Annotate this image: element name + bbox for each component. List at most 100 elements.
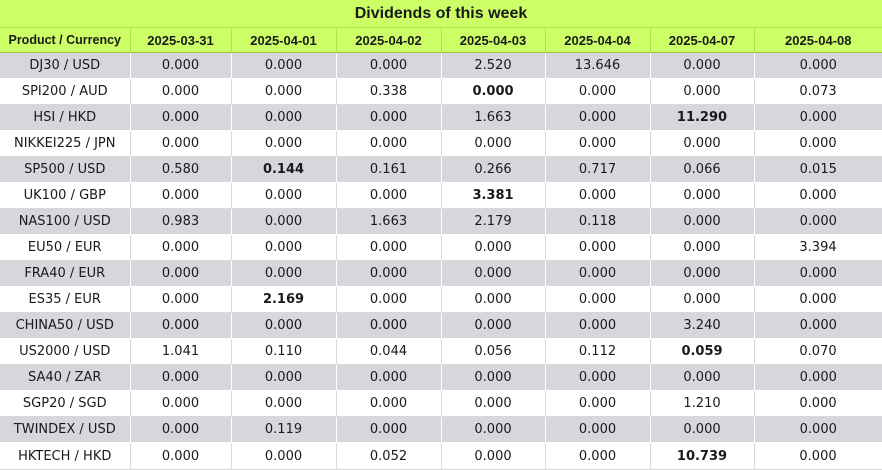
dividend-value-cell: 0.000: [754, 416, 882, 443]
dividend-value-cell: 0.000: [336, 390, 442, 417]
product-cell: NIKKEI225 / JPN: [0, 130, 131, 157]
dividend-value-cell: 2.179: [441, 208, 546, 235]
dividend-value-cell: 0.000: [545, 442, 651, 470]
product-cell: EU50 / EUR: [0, 234, 131, 261]
dividend-value-cell: 0.000: [441, 260, 546, 287]
dividend-value-cell: 0.000: [231, 104, 337, 131]
dividend-value-cell: 0.000: [336, 416, 442, 443]
column-header-date: 2025-04-03: [441, 28, 546, 53]
dividend-value-cell: 0.070: [754, 338, 882, 365]
table-row: CHINA50 / USD 0.000 0.000 0.000 0.000 0.000 3.…: [0, 312, 882, 339]
dividend-value-cell: 0.000: [650, 286, 755, 313]
dividend-value-cell: 0.000: [441, 364, 546, 391]
product-cell: TWINDEX / USD: [0, 416, 131, 443]
product-cell: CHINA50 / USD: [0, 312, 131, 339]
dividend-value-cell: 3.381: [441, 182, 546, 209]
dividend-value-cell: 0.000: [441, 234, 546, 261]
product-cell: NAS100 / USD: [0, 208, 131, 235]
dividend-value-cell: 3.394: [754, 234, 882, 261]
dividend-value-cell: 0.580: [130, 156, 232, 183]
product-cell: DJ30 / USD: [0, 52, 131, 79]
table-row: NIKKEI225 / JPN 0.000 0.000 0.000 0.000 0.000…: [0, 130, 882, 157]
dividend-value-cell: 0.000: [130, 286, 232, 313]
dividend-value-cell: 0.000: [336, 286, 442, 313]
dividend-value-cell: 0.000: [650, 52, 755, 79]
dividend-value-cell: 0.000: [130, 416, 232, 443]
dividend-value-cell: 0.000: [130, 364, 232, 391]
dividend-value-cell: 0.000: [130, 182, 232, 209]
column-header-date: 2025-04-08: [754, 28, 882, 53]
dividend-value-cell: 0.000: [231, 78, 337, 105]
dividend-value-cell: 0.000: [130, 78, 232, 105]
dividend-value-cell: 0.000: [130, 390, 232, 417]
product-cell: ES35 / EUR: [0, 286, 131, 313]
dividend-value-cell: 0.110: [231, 338, 337, 365]
dividend-value-cell: 0.000: [231, 442, 337, 470]
column-header-date: 2025-04-02: [336, 28, 442, 53]
product-cell: SPI200 / AUD: [0, 78, 131, 105]
dividend-value-cell: 0.112: [545, 338, 651, 365]
product-cell: FRA40 / EUR: [0, 260, 131, 287]
dividend-value-cell: 0.000: [231, 390, 337, 417]
column-header-date: 2025-04-01: [231, 28, 337, 53]
dividend-value-cell: 0.000: [545, 78, 651, 105]
dividend-value-cell: 0.056: [441, 338, 546, 365]
dividend-value-cell: 0.000: [754, 260, 882, 287]
column-header-date: 2025-03-31: [130, 28, 232, 53]
table-row: UK100 / GBP 0.000 0.000 0.000 3.381 0.000 0.00…: [0, 182, 882, 209]
dividend-value-cell: 0.000: [130, 312, 232, 339]
table-row: SA40 / ZAR 0.000 0.000 0.000 0.000 0.000 0.000…: [0, 364, 882, 391]
dividend-value-cell: 0.000: [650, 78, 755, 105]
dividend-value-cell: 13.646: [545, 52, 651, 79]
dividend-value-cell: 0.000: [231, 234, 337, 261]
dividend-value-cell: 0.000: [231, 182, 337, 209]
dividend-value-cell: 0.717: [545, 156, 651, 183]
dividend-value-cell: 0.000: [336, 364, 442, 391]
dividend-value-cell: 11.290: [650, 104, 755, 131]
dividend-value-cell: 0.000: [441, 78, 546, 105]
dividend-value-cell: 0.000: [754, 312, 882, 339]
table-row: NAS100 / USD 0.983 0.000 1.663 2.179 0.118 0.0…: [0, 208, 882, 235]
column-header-date: 2025-04-04: [545, 28, 651, 53]
dividend-value-cell: 0.000: [650, 416, 755, 443]
dividend-value-cell: 0.000: [545, 416, 651, 443]
dividends-table: Product / Currency 2025-03-31 2025-04-01…: [0, 28, 882, 470]
product-cell: SP500 / USD: [0, 156, 131, 183]
dividend-value-cell: 1.663: [441, 104, 546, 131]
column-header-date: 2025-04-07: [650, 28, 755, 53]
dividend-value-cell: 0.000: [441, 442, 546, 470]
product-cell: HKTECH / HKD: [0, 442, 131, 470]
dividend-value-cell: 2.169: [231, 286, 337, 313]
dividend-value-cell: 0.338: [336, 78, 442, 105]
dividend-value-cell: 0.000: [130, 104, 232, 131]
dividend-value-cell: 0.000: [441, 312, 546, 339]
dividend-value-cell: 0.000: [231, 260, 337, 287]
dividend-value-cell: 0.000: [441, 286, 546, 313]
dividend-value-cell: 0.052: [336, 442, 442, 470]
dividend-value-cell: 0.000: [130, 260, 232, 287]
dividend-value-cell: 0.000: [545, 260, 651, 287]
dividend-value-cell: 0.000: [754, 390, 882, 417]
dividend-value-cell: 0.000: [650, 234, 755, 261]
dividend-value-cell: 0.000: [754, 208, 882, 235]
dividend-value-cell: 0.000: [650, 182, 755, 209]
product-cell: SGP20 / SGD: [0, 390, 131, 417]
dividend-value-cell: 0.000: [754, 442, 882, 470]
dividend-value-cell: 0.000: [545, 364, 651, 391]
dividend-value-cell: 0.000: [650, 364, 755, 391]
dividend-value-cell: 0.983: [130, 208, 232, 235]
dividend-value-cell: 0.000: [754, 182, 882, 209]
dividend-value-cell: 0.119: [231, 416, 337, 443]
dividend-value-cell: 10.739: [650, 442, 755, 470]
dividend-value-cell: 0.000: [130, 442, 232, 470]
dividend-value-cell: 0.015: [754, 156, 882, 183]
dividend-value-cell: 0.000: [231, 312, 337, 339]
dividend-value-cell: 0.000: [650, 260, 755, 287]
dividend-value-cell: 0.000: [441, 416, 546, 443]
header-row: Product / Currency 2025-03-31 2025-04-01…: [0, 28, 882, 53]
product-cell: HSI / HKD: [0, 104, 131, 131]
dividend-value-cell: 0.000: [545, 234, 651, 261]
table-row: ES35 / EUR 0.000 2.169 0.000 0.000 0.000 0.000…: [0, 286, 882, 313]
dividend-value-cell: 0.000: [650, 130, 755, 157]
dividend-value-cell: 0.000: [441, 390, 546, 417]
